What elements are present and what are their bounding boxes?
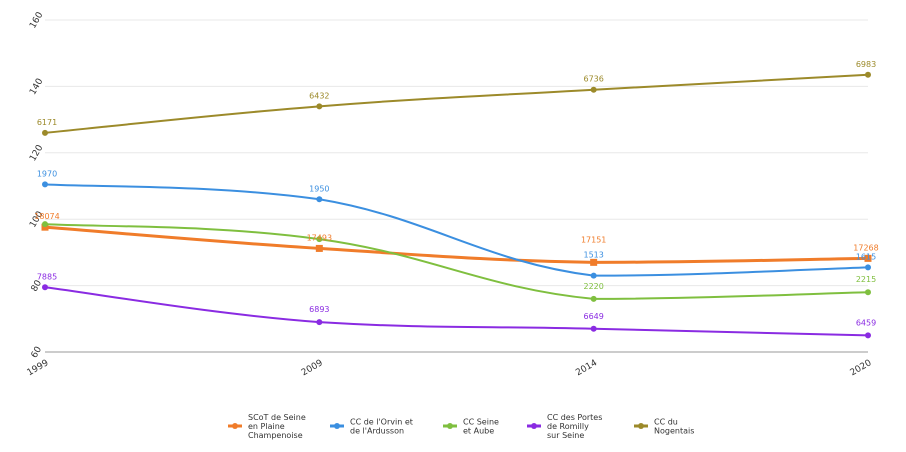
legend-label: sur Seine <box>547 431 584 440</box>
data-point <box>865 289 871 296</box>
series-line <box>44 183 869 277</box>
legend-label: en Plaine <box>248 422 285 431</box>
legend-label: CC Seine <box>463 418 499 427</box>
x-tick-label: 2009 <box>300 358 325 378</box>
data-label: 2215 <box>856 275 876 284</box>
data-label: 6983 <box>856 60 876 69</box>
data-labels: 18074 17493 17151 17268 1970 1950 1513 1615 2220… <box>34 60 878 328</box>
x-tick-label: 2014 <box>574 358 599 378</box>
series-line <box>44 73 869 134</box>
data-label: 6736 <box>583 75 603 84</box>
data-point <box>42 129 48 136</box>
data-label: 1615 <box>856 252 876 261</box>
data-label: 17151 <box>581 235 606 244</box>
data-label: 17493 <box>307 233 332 242</box>
series-line <box>44 286 869 337</box>
y-tick-label: 160 <box>28 10 45 30</box>
y-tick-label: 60 <box>30 345 45 360</box>
legend-marker <box>232 423 238 429</box>
data-point <box>315 244 323 252</box>
legend-marker <box>334 423 340 429</box>
data-label: 6893 <box>309 305 329 314</box>
data-label: 1950 <box>309 184 329 193</box>
data-point <box>590 86 597 93</box>
data-point <box>42 284 48 291</box>
data-label: 2220 <box>583 282 603 291</box>
legend-label: de l'Ardusson <box>350 427 404 436</box>
data-point <box>864 254 872 262</box>
y-tick-label: 140 <box>28 77 45 97</box>
data-point <box>865 332 871 339</box>
legend-label: CC du <box>654 418 678 427</box>
data-label: 6459 <box>856 318 876 327</box>
data-point <box>865 71 871 78</box>
data-point <box>316 236 323 243</box>
data-point <box>42 221 48 228</box>
data-label: 18074 <box>34 212 59 221</box>
data-label: 1970 <box>37 169 57 178</box>
data-point <box>590 295 597 302</box>
data-point <box>42 181 48 188</box>
data-label: 6432 <box>309 91 329 100</box>
legend-label: CC des Portes <box>547 413 602 422</box>
series <box>41 71 872 339</box>
data-label: 7885 <box>37 272 57 281</box>
data-point <box>590 325 597 332</box>
data-point <box>316 103 323 110</box>
x-tick-label: 2020 <box>849 358 874 378</box>
legend-label: de Romilly <box>547 422 589 431</box>
data-point <box>865 264 871 271</box>
data-point <box>316 196 323 203</box>
legend-label: Champenoise <box>248 431 303 440</box>
legend-label: et Aube <box>463 427 494 436</box>
series-line <box>44 225 869 264</box>
series-line <box>44 223 869 300</box>
data-point <box>316 319 323 326</box>
legend-marker <box>638 423 644 429</box>
data-label: 6649 <box>583 312 603 321</box>
grid <box>45 19 868 353</box>
legend-marker <box>447 423 453 429</box>
data-point <box>590 272 597 279</box>
data-label: 6171 <box>37 118 57 127</box>
data-label: 17268 <box>853 243 878 252</box>
legend-label: SCoT de Seine <box>248 413 306 422</box>
legend-marker <box>531 423 537 429</box>
x-tick-label: 1999 <box>26 358 51 378</box>
data-label: 1513 <box>583 251 603 260</box>
y-tick-label: 120 <box>28 143 45 163</box>
legend-label: CC de l'Orvin et <box>350 418 413 427</box>
data-point <box>590 258 598 266</box>
legend-label: Nogentais <box>654 427 694 436</box>
